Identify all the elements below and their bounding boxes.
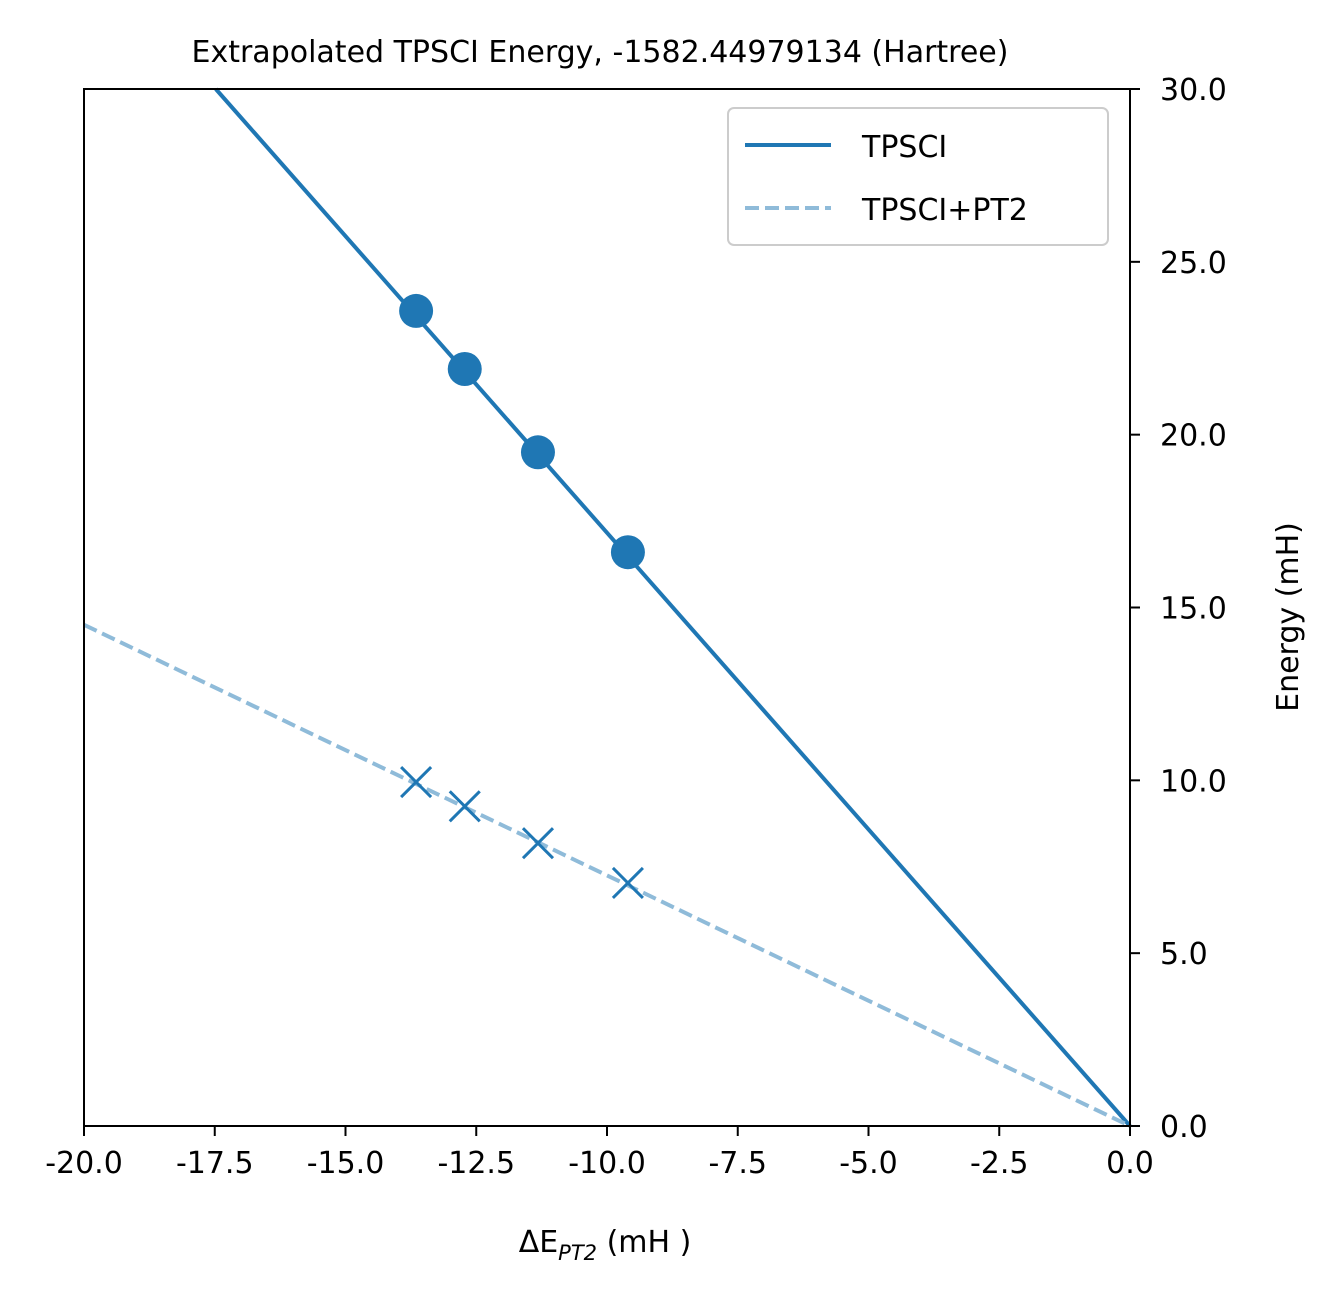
x-axis-label: ΔEPT2 (mH ) — [519, 1225, 692, 1265]
x-tick-label: -20.0 — [45, 1146, 123, 1181]
data-point-tpsci — [447, 351, 482, 386]
x-axis-label-main: ΔE — [519, 1225, 558, 1260]
legend-label-tpsci: TPSCI — [861, 130, 947, 165]
y-tick-label: 25.0 — [1160, 246, 1227, 281]
legend-label-tpsci-pt2: TPSCI+PT2 — [861, 193, 1028, 228]
x-tick-label: -5.0 — [839, 1146, 898, 1181]
x-axis-label-subscript: PT2 — [558, 1241, 597, 1265]
x-tick-label: -12.5 — [437, 1146, 515, 1181]
x-axis-label-unit: (mH ) — [597, 1225, 691, 1260]
plot-lines — [83, 87, 1132, 1128]
y-axis-ticks: 0.0 5.0 10.0 15.0 20.0 25.0 30.0 — [1130, 73, 1227, 1145]
x-tick-label: -17.5 — [176, 1146, 254, 1181]
data-point-tpsci — [610, 535, 645, 570]
x-tick-label: 0.0 — [1106, 1146, 1154, 1181]
data-point-tpsci — [520, 435, 555, 470]
x-tick-label: -2.5 — [970, 1146, 1029, 1181]
series-line-tpsci-pt2 — [83, 622, 1131, 1128]
y-tick-label: 15.0 — [1160, 592, 1227, 627]
series-line-tpsci — [214, 87, 1132, 1128]
x-tick-label: -10.0 — [568, 1146, 646, 1181]
y-tick-label: 5.0 — [1160, 937, 1208, 972]
x-tick-label: -7.5 — [708, 1146, 767, 1181]
legend: TPSCI TPSCI+PT2 — [727, 107, 1109, 246]
y-tick-label: 0.0 — [1160, 1110, 1208, 1145]
plot-markers — [399, 293, 645, 900]
data-point-tpsci — [399, 293, 434, 328]
x-tick-label: -15.0 — [307, 1146, 385, 1181]
legend-box — [727, 107, 1109, 246]
data-point-tpsci-pt2 — [611, 866, 644, 900]
data-point-tpsci-pt2 — [448, 790, 481, 823]
y-tick-label: 10.0 — [1160, 764, 1227, 799]
y-axis-label: Energy (mH) — [1271, 522, 1306, 712]
data-point-tpsci-pt2 — [521, 827, 555, 860]
y-tick-label: 20.0 — [1160, 419, 1227, 454]
data-point-tpsci-pt2 — [400, 766, 433, 799]
x-axis-ticks: -20.0 -17.5 -15.0 -12.5 -10.0 -7.5 -5.0 -2.5 0.0 — [45, 1126, 1154, 1181]
chart-title: Extrapolated TPSCI Energy, -1582.4497913… — [192, 35, 1009, 70]
y-tick-label: 30.0 — [1160, 73, 1227, 108]
